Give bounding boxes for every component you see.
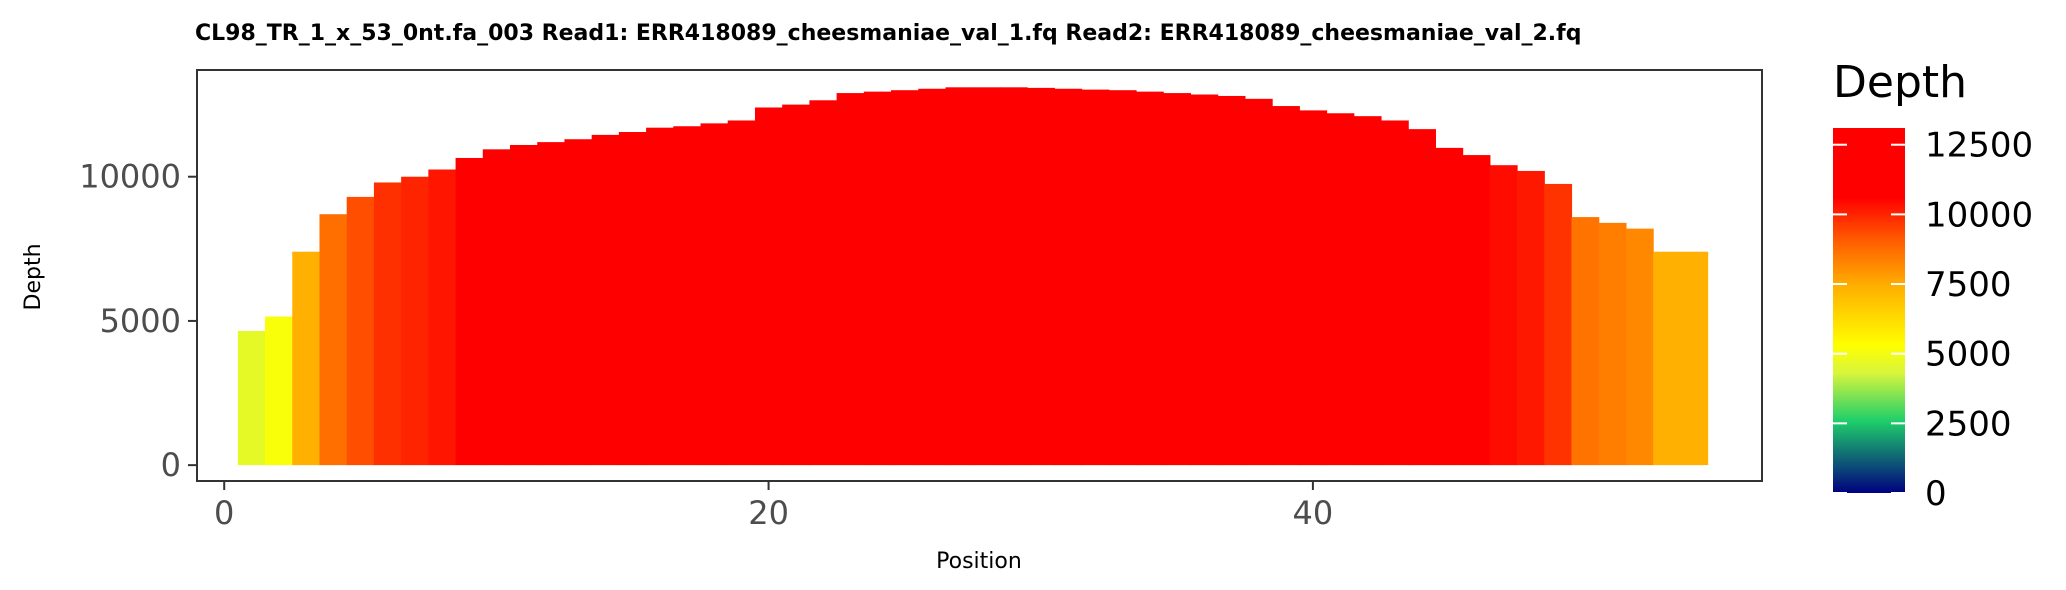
bar (455, 157, 484, 466)
bar (1544, 183, 1573, 466)
y-axis-title: Depth (21, 243, 46, 310)
bar (1435, 147, 1464, 466)
x-tick-label: 20 (748, 494, 789, 532)
bar (292, 251, 321, 466)
bar (972, 87, 1001, 466)
bar (1081, 89, 1110, 466)
x-tick-label: 40 (1293, 494, 1334, 532)
bar (1462, 155, 1491, 466)
bar (1244, 98, 1273, 466)
bar (1408, 129, 1436, 466)
bar (891, 90, 919, 466)
bar (646, 127, 674, 466)
legend-colorbar (1833, 128, 1905, 493)
bar (401, 176, 429, 466)
legend-label: 7500 (1925, 265, 2012, 305)
bar (537, 142, 566, 466)
legend-label: 12500 (1925, 126, 2033, 166)
chart-title: CL98_TR_1_x_53_0nt.fa_003 Read1: ERR4180… (195, 21, 1581, 46)
bar (673, 126, 702, 466)
bar (1571, 217, 1600, 466)
legend-label: 2500 (1925, 404, 2012, 444)
bar (1326, 113, 1355, 466)
y-tick-label: 5000 (100, 302, 181, 340)
bar (428, 169, 457, 466)
bar (1517, 170, 1545, 466)
bar (1217, 95, 1246, 466)
bar (1489, 165, 1518, 466)
bar (863, 91, 892, 466)
bar (999, 87, 1028, 466)
bar (1299, 110, 1328, 466)
legend-label: 0 (1925, 474, 1947, 514)
bar (1380, 120, 1409, 466)
bar (1163, 93, 1192, 466)
x-axis-title: Position (936, 549, 1022, 574)
bar (1625, 228, 1654, 466)
bar-series (237, 87, 1709, 466)
color-legend: Depth 0 2500 5000 7500 10000 12500 (1833, 57, 2033, 514)
legend-label: 10000 (1925, 195, 2033, 235)
legend-label: 5000 (1925, 335, 2012, 375)
bar (1027, 87, 1055, 466)
legend-title: Depth (1833, 57, 1967, 108)
bar (1190, 94, 1219, 466)
bar (346, 196, 375, 466)
bar (782, 104, 810, 466)
bar (918, 88, 947, 466)
y-axis: 0 5000 10000 (79, 158, 197, 484)
bar (618, 132, 647, 466)
bar (237, 331, 266, 466)
bar (1272, 106, 1300, 466)
bar (482, 149, 511, 466)
x-tick-label: 0 (214, 494, 234, 532)
bar (1054, 88, 1083, 466)
bar (1108, 90, 1137, 466)
bar (945, 87, 974, 466)
bar (591, 134, 620, 466)
bar (700, 123, 729, 466)
bar (319, 214, 348, 466)
bar (1353, 116, 1382, 466)
bar (510, 144, 538, 466)
bar (265, 316, 293, 466)
legend-ticks: 0 2500 5000 7500 10000 12500 (1833, 126, 2033, 514)
y-tick-label: 10000 (79, 158, 181, 196)
bar (836, 93, 865, 466)
bar (1598, 222, 1627, 466)
bar (373, 182, 402, 466)
bar (1136, 91, 1164, 466)
bar (727, 120, 756, 466)
bar (1653, 251, 1681, 466)
x-axis: 0 20 40 (214, 481, 1333, 532)
bar (754, 107, 783, 466)
y-tick-label: 0 (161, 446, 181, 484)
bar (809, 100, 838, 466)
bar (564, 139, 593, 466)
bar (1680, 251, 1709, 466)
